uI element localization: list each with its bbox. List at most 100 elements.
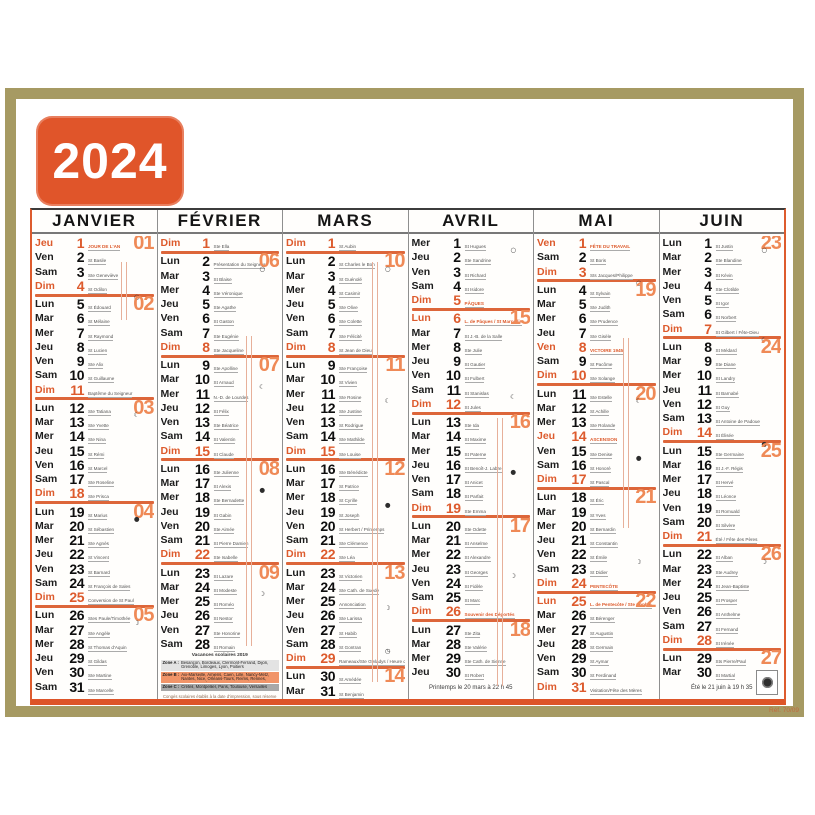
- saint-name: Ste Nina: [88, 437, 106, 445]
- saint-cell: St Fernand: [715, 618, 756, 636]
- day-row: Jeu 28 St Germain: [537, 635, 656, 652]
- day-row: Dim 3 Sts Jacques/Philippe: [537, 264, 656, 280]
- saint-cell: Ste Aimée: [213, 518, 254, 536]
- weekday-label: Sam: [662, 619, 685, 632]
- saint-name: ASCENSION: [590, 437, 618, 445]
- weekday-label: Sam: [286, 430, 309, 443]
- gold-frame: [5, 88, 804, 717]
- week-separator: [35, 501, 154, 504]
- moon-phase-icon: ☾: [133, 411, 140, 420]
- day-row: Sam 14 Ste Mathilde: [286, 428, 405, 445]
- saint-name: St Blaise: [213, 276, 232, 284]
- day-row: Lun 16 Ste Bénédicte 12: [286, 459, 405, 479]
- weekday-label: Dim: [35, 279, 55, 292]
- day-row: Dim 8 Ste Jacqueline: [161, 339, 280, 355]
- day-number: 30: [571, 664, 586, 681]
- weekday-label: Mar: [411, 637, 431, 650]
- saint-name: Conversion de St Paul: [88, 598, 134, 606]
- saint-name: Visitation/Fête des Mères: [590, 687, 642, 695]
- saint-name: St Gilbert / Fête-Dieu: [715, 329, 759, 337]
- saint-cell: St Paterne: [464, 443, 505, 461]
- saint-name: Ste Léa: [339, 555, 355, 563]
- saint-name: Ste Aimée: [213, 526, 235, 534]
- saint-cell: St Ferdinand: [590, 664, 630, 682]
- weekday-label: Lun: [286, 359, 306, 372]
- day-row: Dim 31 Visitation/Fête des Mères: [537, 679, 656, 695]
- day-row: Lun 9 Ste Apolline 07: [161, 355, 280, 375]
- day-number: 10: [696, 367, 712, 384]
- saint-name: Baptême du Seigneur: [88, 390, 133, 398]
- saint-cell: St Gabin: [213, 504, 254, 522]
- saint-name: St Prosper: [715, 598, 738, 606]
- saint-name: Ste Ida: [464, 423, 480, 431]
- day-number: 26: [445, 603, 461, 620]
- day-row: Ven 9 Ste Alix: [35, 353, 154, 370]
- day-number: 3: [202, 267, 210, 284]
- day-row: Dim 18 Ste Prisca: [35, 485, 154, 502]
- day-number: 27: [696, 617, 712, 634]
- weekday-label: Mer: [662, 576, 682, 589]
- day-row: Mer 28 St Thomas d'Aquin: [35, 636, 154, 652]
- day-number: 9: [704, 353, 712, 370]
- saint-cell: St Marius: [88, 504, 128, 522]
- weekday-label: Ven: [411, 265, 431, 278]
- week-separator: [662, 647, 781, 651]
- saint-name: St Romain: [213, 644, 235, 652]
- weekday-label: Jeu: [160, 609, 179, 622]
- saint-name: St Gontran: [339, 644, 362, 652]
- weekday-label: Mer: [537, 416, 556, 429]
- weekday-label: Mer: [35, 430, 54, 443]
- day-number: 25: [445, 589, 461, 606]
- weekday-label: Mar: [160, 477, 180, 490]
- weekday-label: Ven: [160, 623, 180, 636]
- saint-cell: Ste Audrey ☽: [715, 558, 767, 579]
- day-row: Mer 10 St Landry: [663, 367, 782, 384]
- saint-name: St Marcel: [88, 465, 108, 473]
- day-row: Sam 2 St Boris: [537, 249, 656, 266]
- moon-phase-icon: ◷: [384, 647, 391, 656]
- day-row: Dim 4 St Odilon: [35, 278, 154, 294]
- day-row: Mer 29 Ste Cath. de Sienne: [412, 650, 531, 667]
- weekday-label: Lun: [662, 237, 682, 250]
- day-row: Mar 10 St Vivien: [286, 371, 405, 388]
- weekday-label: Jeu: [160, 401, 179, 414]
- saint-cell: Ste Clémence: [339, 532, 379, 550]
- day-number: 29: [69, 650, 84, 667]
- day-number: 9: [453, 353, 461, 370]
- saint-cell: St Kévin: [715, 264, 756, 282]
- day-number: 28: [571, 635, 586, 652]
- saint-cell: Ste Agathe: [213, 296, 254, 314]
- day-row: Jeu 22 St Vincent: [35, 546, 154, 563]
- saint-cell: St Gilbert / Fête-Dieu: [715, 321, 759, 339]
- saint-name: St Vincent: [88, 555, 109, 563]
- day-row: Ven 20 Ste Aimée: [161, 518, 280, 536]
- saint-cell: St Justin: [715, 236, 756, 253]
- weekday-label: Mer: [411, 444, 431, 457]
- day-number: 10: [320, 371, 335, 388]
- day-row: Mar 12 St Achille ☾: [537, 398, 656, 416]
- saint-name: St Arnaud: [213, 380, 234, 388]
- saint-name: Annonciation: [339, 602, 366, 610]
- day-number: 15: [696, 442, 712, 459]
- day-number: 11: [321, 385, 335, 402]
- moon-phase-icon: ○: [635, 278, 642, 287]
- weekday-label: Lun: [537, 491, 557, 504]
- week-number: 06: [258, 250, 279, 273]
- weekday-label: Sam: [160, 430, 183, 443]
- day-row: Ven 1 FÊTE DU TRAVAIL: [537, 236, 656, 252]
- legend-title: Vacances scolaires 2019: [191, 653, 248, 658]
- saint-name: St Justin: [715, 244, 734, 252]
- day-row: Ven 5 St Igor: [663, 292, 782, 310]
- day-number: 12: [571, 399, 586, 416]
- weekday-label: Mer: [160, 491, 180, 504]
- week-number: 03: [133, 396, 154, 419]
- saint-name: St Guy: [715, 404, 730, 412]
- day-number: 2: [704, 249, 712, 266]
- moon-phase-icon: ●: [133, 514, 140, 523]
- saint-name: St Landry: [715, 376, 736, 384]
- day-row: Sam 21 St Pierre Damien: [161, 532, 280, 549]
- weekday-label: Mar: [286, 684, 305, 697]
- saint-cell: St Igor: [715, 292, 756, 310]
- weekday-label: Sam: [286, 326, 309, 339]
- saint-name: Ste Judith: [590, 305, 611, 313]
